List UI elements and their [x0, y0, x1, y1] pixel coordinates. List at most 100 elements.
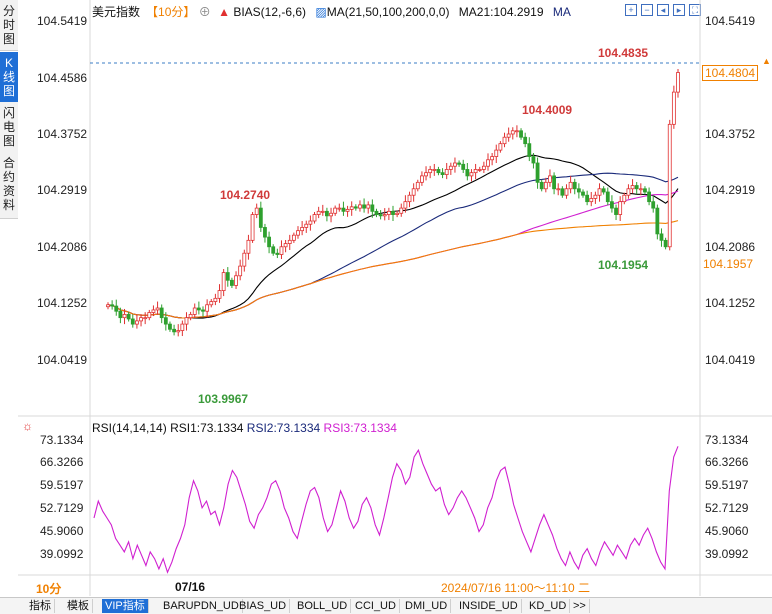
candle: [386, 207, 391, 221]
candle: [279, 240, 284, 260]
candle: [382, 208, 387, 221]
candle: [180, 320, 185, 337]
tab-kline-label: K线图: [3, 56, 16, 98]
rsi-line: [93, 446, 679, 574]
instrument-title: 美元指数: [92, 5, 141, 19]
tab-vip-indicators[interactable]: VIP指标: [102, 599, 149, 613]
candle: [486, 153, 490, 171]
candle: [213, 293, 218, 306]
candle: [428, 165, 433, 179]
candle: [515, 125, 519, 138]
add-icon[interactable]: ⊕: [198, 5, 211, 19]
candle: [527, 137, 532, 162]
candle: [457, 160, 461, 167]
candle: [469, 169, 474, 182]
ma200-price-tag: 104.1957: [703, 257, 754, 271]
tab-more[interactable]: >>: [570, 599, 590, 613]
annotation-low-label: 103.9967: [198, 392, 249, 406]
candle: [415, 179, 420, 192]
candle: [605, 187, 610, 206]
candle: [312, 211, 317, 224]
candle: [275, 248, 280, 259]
candle: [494, 144, 499, 163]
candle: [543, 177, 548, 193]
candle: [490, 153, 495, 166]
candle: [316, 206, 321, 219]
move-left-icon[interactable]: ◂: [657, 4, 669, 16]
period-indicator[interactable]: 10分: [36, 582, 62, 596]
zoom-out-icon[interactable]: −: [641, 4, 653, 16]
tab-barupdn[interactable]: BARUPDN_UD: [160, 599, 243, 613]
tab-flash-label: 闪电图: [3, 106, 16, 148]
zoom-in-icon[interactable]: +: [625, 4, 637, 16]
candle: [391, 205, 395, 221]
candle: [436, 166, 441, 176]
tab-cci[interactable]: CCI_UD: [352, 599, 400, 613]
rsi-tick: 73.1334: [40, 433, 84, 447]
candle: [655, 204, 660, 240]
move-right-icon[interactable]: ▸: [673, 4, 685, 16]
ma-indicator-label[interactable]: MA(21,50,100,200,0,0): [326, 5, 450, 19]
price-tick-right: 104.5419: [705, 14, 756, 28]
candle: [659, 228, 664, 247]
candle: [647, 187, 651, 206]
ma-tail-label: MA: [552, 5, 571, 19]
candle: [196, 301, 201, 315]
candle: [192, 303, 197, 318]
candle: [370, 199, 375, 218]
ma200-line: [107, 220, 679, 319]
tab-kline[interactable]: K线图: [0, 52, 18, 103]
tab-inside[interactable]: INSIDE_UD: [456, 599, 522, 613]
candle: [329, 207, 333, 223]
rsi3-value: RSI3:73.1334: [323, 421, 397, 435]
rsi-tick: 45.9060: [40, 524, 84, 538]
tab-bias[interactable]: BIAS_UD: [236, 599, 291, 613]
candle: [130, 314, 135, 328]
price-tick: 104.0419: [37, 353, 88, 367]
candle: [168, 321, 172, 332]
tab-contract-info[interactable]: 合约资料: [0, 152, 18, 219]
candle: [296, 226, 300, 239]
time-range-label: 2024/07/16 11:00～11:10 二: [441, 581, 591, 595]
candle: [283, 240, 288, 253]
price-tick-right: 104.1252: [705, 296, 756, 310]
sun-icon[interactable]: ☼: [22, 419, 33, 433]
tab-time-share[interactable]: 分时图: [0, 0, 18, 51]
price-chart[interactable]: [0, 0, 772, 600]
annotation-high-label: 104.4835: [598, 46, 649, 60]
price-tick: 104.3752: [37, 127, 88, 141]
candle: [473, 163, 478, 180]
bias-indicator-label[interactable]: BIAS(12,-6,6): [233, 5, 307, 19]
candle: [444, 163, 449, 180]
candle: [663, 237, 668, 250]
candle: [345, 205, 350, 217]
candle: [358, 200, 362, 212]
candle: [481, 161, 486, 173]
tab-indicators[interactable]: 指标: [26, 599, 55, 613]
rsi-name[interactable]: RSI(14,14,14): [92, 421, 167, 435]
candle: [378, 210, 383, 220]
candle: [432, 163, 437, 176]
price-tick: 104.2919: [37, 183, 88, 197]
candle: [300, 221, 305, 236]
price-tick: 104.2086: [37, 240, 88, 254]
candle: [291, 232, 296, 243]
tab-dmi[interactable]: DMI_UD: [402, 599, 452, 613]
candle: [531, 153, 536, 169]
candlestick-series: [106, 68, 680, 337]
tab-flash[interactable]: 闪电图: [0, 102, 18, 153]
candle: [651, 195, 656, 213]
candle: [267, 231, 271, 254]
candle: [184, 312, 189, 331]
candle: [622, 192, 627, 205]
tab-kd[interactable]: KD_UD: [526, 599, 571, 613]
rsi-polyline: [93, 446, 679, 574]
rsi-tick: 59.5197: [40, 478, 84, 492]
tab-templates[interactable]: 模板: [64, 599, 93, 613]
candle: [411, 183, 416, 202]
candle: [572, 178, 577, 195]
candle: [217, 284, 222, 303]
candle: [448, 162, 453, 175]
tab-boll[interactable]: BOLL_UD: [294, 599, 352, 613]
period-label[interactable]: 【10分】: [146, 5, 196, 19]
